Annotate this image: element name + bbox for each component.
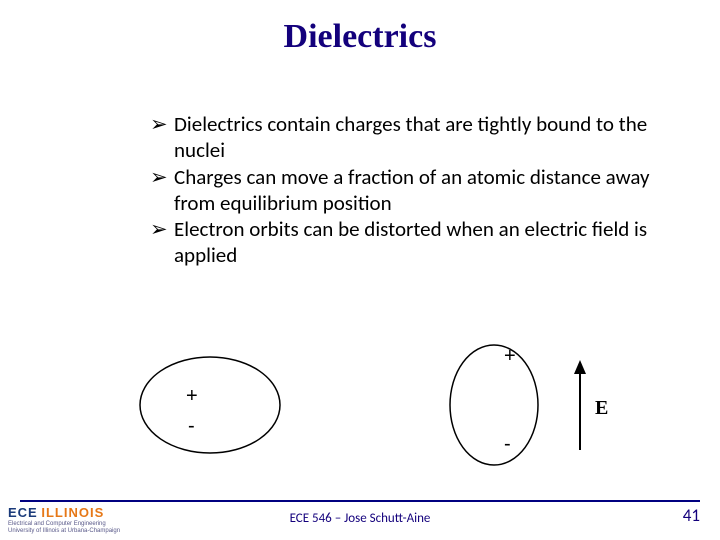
efield-label: E [595, 397, 608, 419]
page-number-value: 41 [683, 505, 700, 526]
logo-sub1: Electrical and Computer Engineering [8, 521, 120, 527]
atom-left-minus: - [188, 415, 195, 437]
logo-sub2: University of Illinois at Urbana-Champai… [8, 528, 120, 534]
logo-ece: ECE [8, 505, 38, 520]
efield-arrow-head [574, 360, 586, 374]
atom-right-orbit [450, 345, 538, 465]
atom-left-orbit [140, 357, 280, 453]
footer-divider [20, 500, 700, 502]
atoms-diagram: + - + - E [0, 0, 720, 540]
footer-course-text: ECE 546 – Jose Schutt-Aine [290, 511, 431, 526]
atom-right-plus: + [504, 345, 516, 367]
atom-left-plus: + [186, 385, 198, 407]
atom-right-minus: - [504, 433, 511, 455]
page-number: 41 [683, 505, 700, 526]
ece-illinois-logo: ECE ILLINOIS Electrical and Computer Eng… [8, 505, 120, 534]
logo-illinois: ILLINOIS [41, 505, 104, 520]
